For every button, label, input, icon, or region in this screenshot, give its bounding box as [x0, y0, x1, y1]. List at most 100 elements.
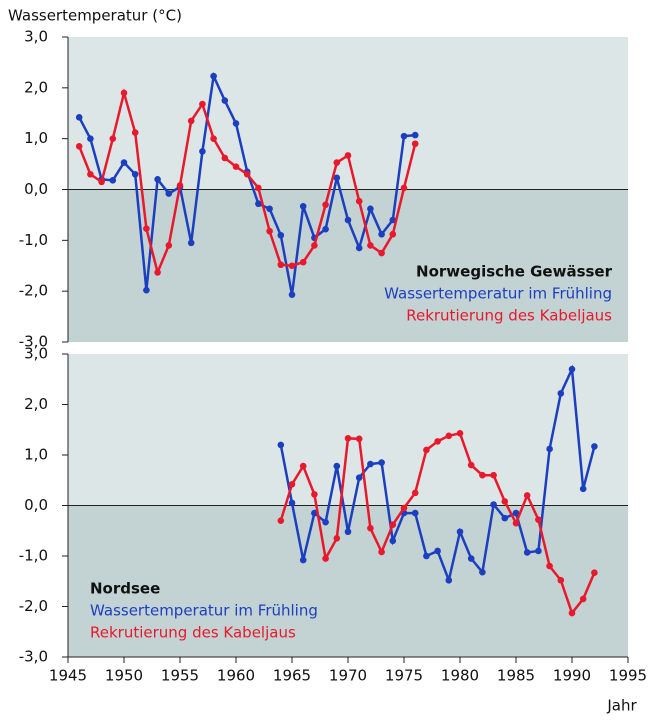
data-point	[243, 170, 251, 178]
data-point	[288, 291, 296, 299]
data-point	[299, 462, 307, 470]
panel-title: Norwegische Gewässer	[416, 263, 613, 281]
data-point	[378, 230, 385, 238]
background-positive	[68, 354, 628, 506]
data-point	[568, 365, 576, 373]
data-point	[311, 509, 318, 517]
data-point	[98, 178, 105, 186]
data-point	[568, 609, 576, 617]
data-point	[591, 569, 598, 576]
data-point	[490, 501, 497, 508]
data-point	[333, 462, 341, 470]
data-point	[501, 514, 509, 522]
data-point	[389, 230, 397, 238]
data-point	[523, 492, 531, 499]
data-point	[344, 528, 352, 536]
data-point	[120, 159, 128, 166]
data-point	[143, 286, 150, 294]
y-tick-label: -2,0	[19, 597, 48, 615]
data-point	[255, 184, 262, 192]
data-point	[210, 72, 217, 80]
data-point	[187, 239, 195, 247]
data-point	[333, 535, 341, 542]
data-point	[333, 159, 341, 166]
data-point	[467, 555, 475, 562]
data-point	[322, 555, 329, 562]
data-point	[367, 242, 374, 249]
background-positive	[68, 37, 628, 190]
data-point	[277, 517, 285, 524]
data-point	[288, 480, 296, 488]
data-point	[344, 435, 352, 442]
panel-title: Nordsee	[90, 580, 160, 598]
data-point	[109, 135, 117, 142]
y-tick-label: 3,0	[24, 28, 48, 46]
data-point	[411, 489, 419, 497]
data-point	[199, 148, 206, 155]
data-point	[378, 249, 385, 257]
x-axis-label: Jahr	[606, 697, 637, 715]
y-tick-label: 0,0	[24, 180, 48, 198]
data-point	[299, 556, 307, 564]
x-tick-label: 1955	[161, 667, 199, 685]
y-tick-label: -1,0	[19, 547, 48, 565]
y-axis-label: Wassertemperatur (°C)	[8, 7, 182, 25]
data-point	[367, 524, 374, 532]
data-point	[87, 135, 94, 142]
data-point	[221, 154, 229, 162]
y-tick-label: 3,0	[24, 345, 48, 363]
data-point	[109, 177, 117, 184]
data-point	[344, 216, 352, 224]
x-tick-label: 1970	[329, 667, 367, 685]
data-point	[120, 89, 128, 97]
data-point	[288, 499, 296, 507]
data-point	[467, 461, 475, 469]
data-point	[322, 201, 329, 209]
x-tick-label: 1960	[217, 667, 255, 685]
data-point	[400, 184, 408, 192]
x-tick-label: 1975	[385, 667, 423, 685]
data-point	[389, 537, 397, 545]
data-point	[311, 491, 318, 498]
x-tick-label: 1945	[49, 667, 87, 685]
data-point	[288, 262, 296, 270]
data-point	[591, 443, 598, 450]
data-point	[232, 163, 240, 170]
data-point	[355, 474, 363, 482]
data-point	[322, 225, 329, 233]
data-point	[456, 429, 464, 437]
data-point	[423, 552, 430, 560]
data-point	[546, 445, 553, 453]
data-point	[277, 441, 285, 449]
data-point	[131, 129, 139, 136]
data-point	[434, 438, 441, 445]
data-point	[557, 576, 565, 584]
data-point	[479, 568, 486, 576]
data-point	[355, 435, 363, 443]
data-point	[87, 170, 94, 178]
data-point	[400, 132, 408, 140]
data-point	[187, 117, 195, 125]
data-point	[277, 231, 285, 239]
data-point	[131, 170, 139, 178]
data-point	[411, 131, 419, 139]
data-point	[434, 547, 441, 555]
data-point	[344, 152, 352, 159]
data-point	[232, 120, 240, 127]
data-point	[154, 176, 161, 183]
x-tick-label: 1980	[441, 667, 479, 685]
y-tick-label: 2,0	[24, 395, 48, 413]
data-point	[579, 595, 587, 603]
data-point	[546, 562, 553, 570]
data-point	[154, 269, 161, 276]
data-point	[535, 516, 542, 523]
data-point	[490, 471, 497, 479]
data-point	[266, 227, 273, 235]
data-point	[378, 459, 385, 466]
x-tick-label: 1985	[497, 667, 535, 685]
data-point	[411, 509, 419, 517]
data-point	[411, 140, 419, 148]
legend-entry: Rekrutierung des Kabeljaus	[406, 307, 612, 325]
legend-entry: Rekrutierung des Kabeljaus	[90, 624, 296, 642]
data-point	[355, 197, 363, 205]
